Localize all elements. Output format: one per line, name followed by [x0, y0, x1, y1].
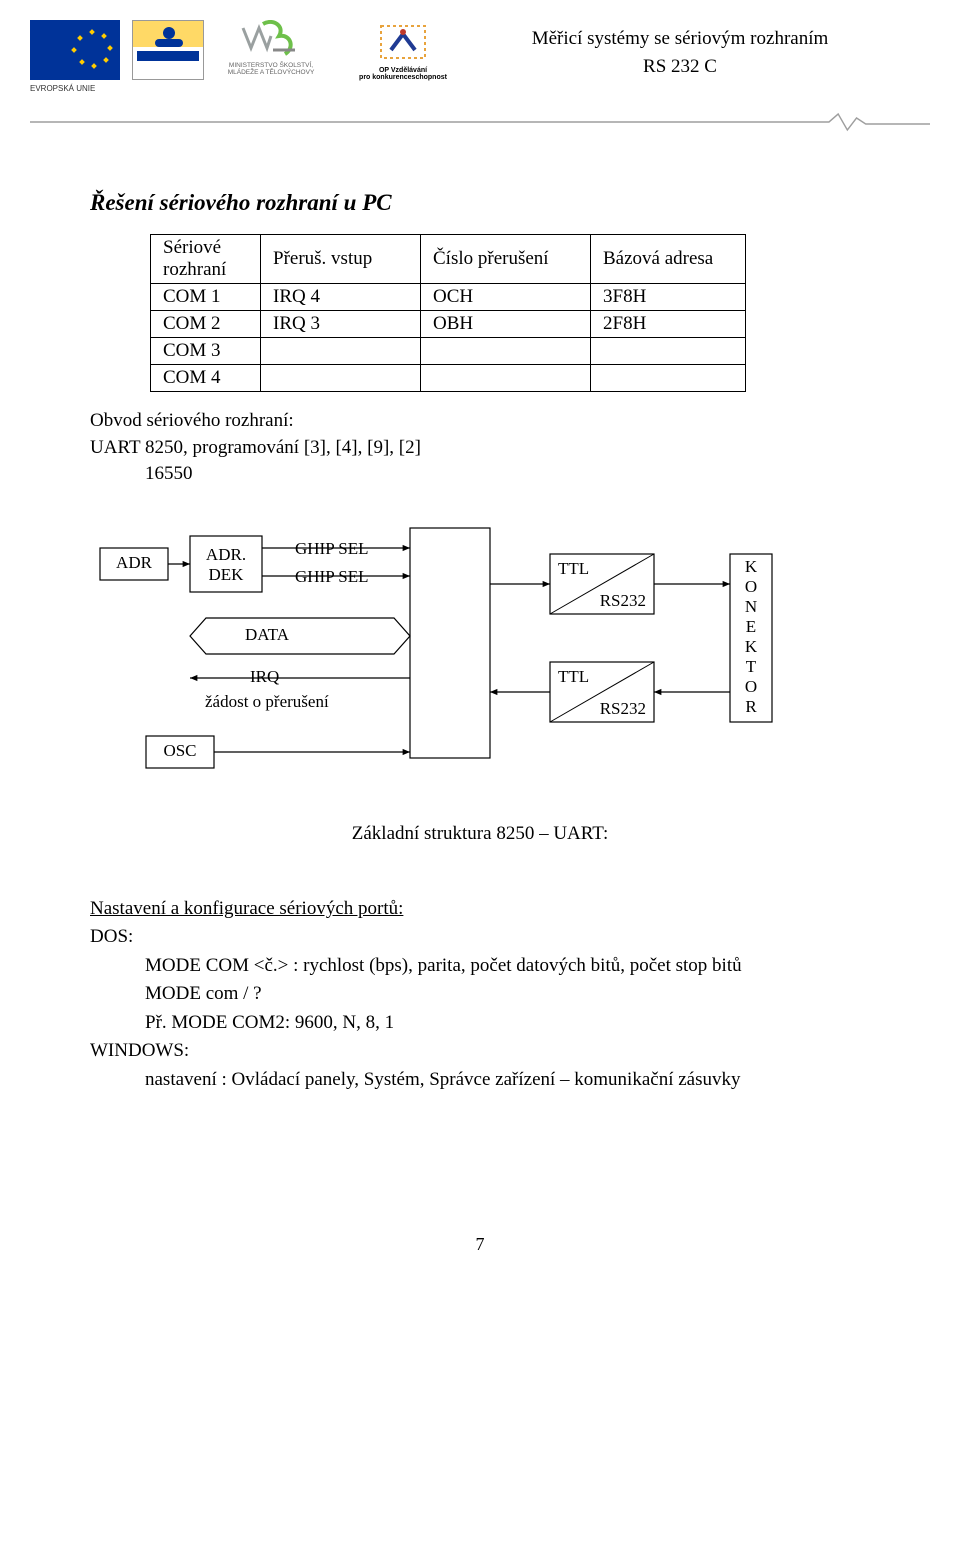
section-heading: Řešení sériového rozhraní u PC — [90, 190, 870, 216]
svg-text:TTL: TTL — [558, 559, 589, 578]
svg-text:K: K — [745, 557, 758, 576]
svg-text:R: R — [745, 697, 757, 716]
eu-flag-logo — [30, 20, 120, 80]
page-number: 7 — [90, 1234, 870, 1255]
svg-text:RS232: RS232 — [600, 699, 646, 718]
table-header-cell: Číslo přerušení — [421, 235, 591, 284]
msmt-logo: MINISTERSTVO ŠKOLSTVÍ, MLÁDEŽE A TĚLOVÝC… — [216, 20, 326, 90]
svg-text:ADR: ADR — [116, 553, 153, 572]
diagram-caption: Základní struktura 8250 – UART: — [90, 823, 870, 845]
windows-label: WINDOWS: — [90, 1037, 870, 1066]
svg-text:DATA: DATA — [245, 625, 290, 644]
intro-line-3: 16550 — [145, 461, 870, 488]
svg-text:T: T — [746, 657, 757, 676]
svg-text:DEK: DEK — [209, 565, 245, 584]
msmt-label: MINISTERSTVO ŠKOLSTVÍ, MLÁDEŽE A TĚLOVÝC… — [228, 62, 315, 76]
table-header-cell: Přeruš. vstup — [261, 235, 421, 284]
title-line-2: RS 232 C — [490, 53, 870, 81]
table-row: COM 4 — [151, 365, 746, 392]
circuit-intro: Obvod sériového rozhraní: UART 8250, pro… — [90, 408, 870, 488]
header-logos: MINISTERSTVO ŠKOLSTVÍ, MLÁDEŽE A TĚLOVÝC… — [30, 20, 468, 90]
svg-text:žádost o přerušení: žádost o přerušení — [205, 692, 329, 711]
config-block: Nastavení a konfigurace sériových portů:… — [90, 895, 870, 1095]
svg-text:RS232: RS232 — [600, 591, 646, 610]
eu-label: EVROPSKÁ UNIE — [30, 84, 95, 93]
svg-text:K: K — [745, 637, 758, 656]
table-header-cell: Sériové rozhraní — [151, 235, 261, 284]
dos-line-1: MODE COM <č.> : rychlost (bps), parita, … — [145, 952, 870, 981]
table-row: COM 3 — [151, 338, 746, 365]
svg-text:IRQ: IRQ — [250, 667, 279, 686]
header-rule — [30, 110, 930, 140]
dos-line-2: MODE com / ? — [145, 980, 870, 1009]
windows-line: nastavení : Ovládací panely, Systém, Spr… — [145, 1066, 870, 1095]
table-header-cell: Bázová adresa — [591, 235, 746, 284]
title-line-1: Měřicí systémy se sériovým rozhraním — [490, 25, 870, 53]
config-heading: Nastavení a konfigurace sériových portů: — [90, 898, 403, 919]
svg-text:ADR.: ADR. — [206, 545, 246, 564]
intro-line-2: UART 8250, programování [3], [4], [9], [… — [90, 435, 870, 462]
svg-text:TTL: TTL — [558, 667, 589, 686]
page-header: MINISTERSTVO ŠKOLSTVÍ, MLÁDEŽE A TĚLOVÝC… — [90, 0, 870, 140]
table-row: COM 1 IRQ 4 OCH 3F8H — [151, 284, 746, 311]
svg-text:OSC: OSC — [163, 741, 196, 760]
table-header-row: Sériové rozhraní Přeruš. vstup Číslo pře… — [151, 235, 746, 284]
svg-text:O: O — [745, 677, 757, 696]
intro-line-1: Obvod sériového rozhraní: — [90, 408, 870, 435]
document-title: Měřicí systémy se sériovým rozhraním RS … — [490, 25, 870, 80]
com-port-table: Sériové rozhraní Přeruš. vstup Číslo pře… — [150, 234, 746, 392]
esf-logo — [132, 20, 204, 80]
svg-text:N: N — [745, 597, 757, 616]
svg-text:O: O — [745, 577, 757, 596]
dos-label: DOS: — [90, 923, 870, 952]
dos-line-3: Př. MODE COM2: 9600, N, 8, 1 — [145, 1009, 870, 1038]
table-row: COM 2 IRQ 3 OBH 2F8H — [151, 311, 746, 338]
opvk-label: OP Vzdělávání pro konkurenceschopnost — [359, 67, 447, 81]
uart-block-diagram: ADRADR.DEKTTLRS232TTLRS232KONEKTOROSCGHI… — [90, 518, 870, 798]
svg-text:E: E — [746, 617, 756, 636]
opvk-logo: OP Vzdělávání pro konkurenceschopnost — [338, 20, 468, 90]
